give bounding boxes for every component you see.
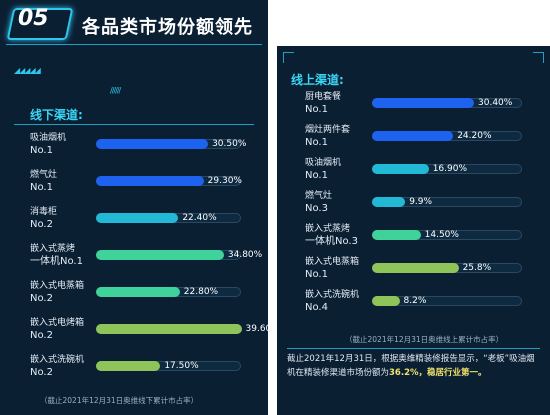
bar xyxy=(372,164,429,174)
value-label: 29.30% xyxy=(207,176,242,186)
category-label: 嵌入式电蒸箱 xyxy=(305,257,360,267)
value-label: 34.80% xyxy=(227,250,263,260)
page-title: 各品类市场份额领先 xyxy=(82,17,253,38)
bar xyxy=(372,263,459,273)
bar xyxy=(96,250,224,260)
bar xyxy=(96,324,242,334)
bar xyxy=(372,131,454,141)
value-label: 14.50% xyxy=(424,230,459,240)
bar xyxy=(372,296,400,306)
rank-label: 一体机No.1 xyxy=(30,256,83,267)
category-label: 嵌入式蒸烤 xyxy=(30,244,76,254)
value-label: 25.8% xyxy=(462,263,492,273)
value-label: 30.40% xyxy=(478,98,513,108)
rank-label: No.1 xyxy=(305,269,328,280)
bar xyxy=(372,230,421,240)
bar xyxy=(96,176,204,186)
corner-bracket-icon xyxy=(533,52,544,63)
online-channel-panel: 线上渠道: 厨电套餐 No.1 30.40% 烟灶两件套 No.1 24.20% 吸油烟机 N… xyxy=(277,46,550,415)
bar xyxy=(96,287,180,297)
value-label: 8.2% xyxy=(403,296,427,306)
rank-label: 一体机No.3 xyxy=(305,236,358,247)
section-number: 05 xyxy=(18,6,49,31)
category-label: 嵌入式电蒸箱 xyxy=(30,281,85,291)
summary-body: 截止2021年12月31日，根据奥维精装修报告显示，“老板”吸油烟机在精装修渠道… xyxy=(287,354,535,378)
rank-label: No.1 xyxy=(305,104,328,115)
rank-label: No.2 xyxy=(30,293,53,304)
category-label: 消毒柜 xyxy=(30,207,58,217)
rank-label: No.4 xyxy=(305,302,328,313)
value-label: 39.60% xyxy=(245,324,268,334)
value-label: 17.50% xyxy=(164,361,199,371)
value-label: 16.90% xyxy=(432,164,468,174)
category-label: 燃气灶 xyxy=(30,170,58,180)
category-label: 嵌入式电烤箱 xyxy=(30,318,85,328)
rank-label: No.1 xyxy=(305,170,328,181)
category-label: 吸油烟机 xyxy=(305,158,342,168)
corner-bracket-icon xyxy=(283,52,294,63)
category-label: 吸油烟机 xyxy=(30,133,67,143)
value-label: 22.80% xyxy=(183,287,219,297)
rank-label: No.1 xyxy=(305,137,328,148)
section-divider xyxy=(14,124,254,125)
category-label: 燃气灶 xyxy=(305,191,333,201)
offline-source-note: （截止2021年12月31日奥维线下累计市占率） xyxy=(40,396,199,405)
online-section-title: 线上渠道: xyxy=(291,73,344,87)
category-label: 厨电套餐 xyxy=(305,92,342,102)
section-divider xyxy=(287,348,540,349)
rank-label: No.1 xyxy=(30,145,53,156)
offline-channel-panel: 05 各品类市场份额领先 ◢◢◢◢◢ ////// 线下渠道: 吸油烟机 No.1… xyxy=(0,0,268,415)
category-label: 嵌入式洗碗机 xyxy=(305,290,360,300)
value-label: 22.40% xyxy=(182,213,217,223)
bar xyxy=(96,213,179,223)
category-label: 烟灶两件套 xyxy=(305,125,351,135)
bar xyxy=(372,197,406,207)
bar xyxy=(96,361,161,371)
bar xyxy=(96,139,209,149)
rank-label: No.2 xyxy=(30,330,53,341)
hud-frame-line xyxy=(6,44,262,45)
summary-highlight: 36.2%，稳居行业第一。 xyxy=(389,368,487,378)
value-label: 24.20% xyxy=(457,131,492,141)
offline-section-title: 线下渠道: xyxy=(30,108,83,122)
category-label: 嵌入式蒸烤 xyxy=(305,224,351,234)
decorative-arrows-icon: ◢◢◢◢◢ xyxy=(14,66,41,75)
rank-label: No.1 xyxy=(30,182,53,193)
rank-label: No.2 xyxy=(30,367,53,378)
rank-label: No.3 xyxy=(305,203,328,214)
rank-label: No.2 xyxy=(30,219,53,230)
value-label: 30.50% xyxy=(212,139,247,149)
summary-text: 截止2021年12月31日，根据奥维精装修报告显示，“老板”吸油烟机在精装修渠道… xyxy=(287,352,543,380)
category-label: 嵌入式洗碗机 xyxy=(30,355,85,365)
bar xyxy=(372,98,474,108)
online-source-note: （截止2021年12月31日奥维线上累计市占率） xyxy=(345,335,504,344)
decorative-slashes-icon: ////// xyxy=(110,86,121,95)
value-label: 9.9% xyxy=(409,197,433,207)
